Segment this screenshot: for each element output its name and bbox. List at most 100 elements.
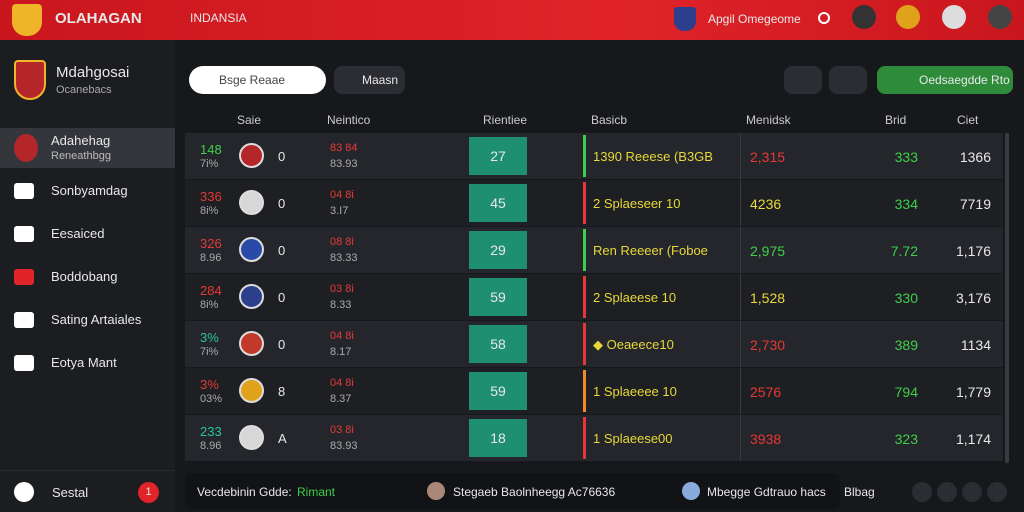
stat-c: 03 8i (330, 424, 354, 436)
nav-item[interactable]: Boddobang (0, 257, 175, 297)
letter: 0 (278, 196, 286, 211)
total: 3,176 (955, 290, 991, 306)
icon-button[interactable] (937, 482, 957, 502)
score: 18 (469, 419, 527, 457)
news-item[interactable]: Mbegge Gdtrauo hacs (707, 485, 826, 499)
stat-b: 8i% (200, 299, 219, 311)
pct: 7.72 (890, 243, 918, 259)
column-header[interactable]: Neintico (327, 113, 371, 127)
description: Ren Reeeer (Foboe (593, 243, 708, 258)
column-header[interactable]: Menidsk (746, 113, 791, 127)
bottom-label[interactable]: Blbag (844, 485, 875, 499)
stat-c: 04 8i (330, 189, 354, 201)
status-bar (583, 135, 586, 177)
avatar[interactable] (942, 5, 966, 29)
divider (740, 274, 741, 320)
crest (239, 284, 264, 309)
nav-label: Eesaiced (51, 226, 105, 241)
nav-item[interactable]: Sonbyamdag (0, 171, 175, 211)
table-row[interactable]: 326 8.96 0 08 8i 83.33 29 Ren Reeeer (Foboe 2,9… (185, 227, 1003, 273)
total: 1,779 (955, 384, 991, 400)
news-item[interactable]: Stegaeb Baolnheegg Ac76636 (453, 485, 616, 499)
score: 29 (469, 231, 527, 269)
nav-icon (14, 226, 34, 242)
stat-d: 8.33 (330, 299, 352, 311)
score: 27 (469, 137, 527, 175)
pct: 330 (894, 290, 918, 306)
nav-item[interactable]: Adahehag Reneathbgg (0, 128, 175, 168)
table-row[interactable]: 3% 7i% 0 04 8i 8.17 58 ◆ Oeaeece10 2,730 389 1134 (185, 321, 1003, 367)
status-value: Rimant (297, 485, 336, 499)
stat-a: 284 (200, 283, 222, 298)
icon-button[interactable] (987, 482, 1007, 502)
table-row[interactable]: 233 8.96 A 03 8i 83.93 18 1 Splaeese00 3938 323 1… (185, 415, 1003, 461)
crest-icon (674, 7, 696, 31)
crest (239, 143, 264, 168)
stat-a: 148 (200, 142, 222, 157)
nav-item[interactable]: Eesaiced (0, 214, 175, 254)
club-sub: Ocanebacs (56, 84, 112, 96)
settings-icon[interactable] (818, 12, 830, 24)
bottom-bar: Vecdebinin Gdde: Rimant Stegaeb Baolnhee… (185, 473, 840, 509)
stat-a: 336 (200, 189, 222, 204)
total: 1,176 (955, 243, 991, 259)
avatar[interactable] (852, 5, 876, 29)
crest (239, 425, 264, 450)
region[interactable]: INDANSIA (190, 11, 247, 25)
score: 59 (469, 372, 527, 410)
value: 2,730 (750, 337, 786, 353)
stat-a: 326 (200, 236, 222, 251)
nav-item[interactable]: Sating Artaiales (0, 300, 175, 340)
footer-icon (14, 482, 34, 502)
status-bar (583, 370, 586, 412)
letter: A (278, 431, 287, 446)
table: Saie Neintico Rientiee Basicb Menidsk Brid Cie… (185, 108, 1015, 468)
avatar[interactable] (896, 5, 920, 29)
nav-icon (14, 355, 34, 371)
icon-button[interactable] (784, 66, 822, 94)
divider (740, 415, 741, 461)
crest (239, 378, 264, 403)
description: 1 Splaeeee 10 (593, 384, 677, 399)
divider (740, 321, 741, 367)
club-crest (14, 60, 46, 100)
footer-label[interactable]: Sestal (52, 485, 89, 500)
action-button[interactable]: Oedsaegdde Rto (877, 66, 1013, 94)
filter-button[interactable]: Maasn (334, 66, 405, 94)
icon-button[interactable] (829, 66, 867, 94)
status-bar (583, 229, 586, 271)
column-header[interactable]: Ciet (957, 113, 979, 127)
letter: 0 (278, 149, 286, 164)
pct: 334 (894, 196, 918, 212)
status-bar (583, 276, 586, 318)
stat-c: 83 84 (330, 142, 358, 154)
stat-a: 3% (200, 330, 219, 345)
column-header[interactable]: Basicb (591, 113, 628, 127)
column-header[interactable]: Brid (885, 113, 907, 127)
nav-item[interactable]: Eotya Mant (0, 343, 175, 383)
table-row[interactable]: 284 8i% 0 03 8i 8.33 59 2 Splaeese 10 1,528 330 3… (185, 274, 1003, 320)
search-box[interactable]: Bsge Reaae (189, 66, 326, 94)
total: 1,174 (955, 431, 991, 447)
stat-d: 8.37 (330, 393, 352, 405)
pct: 323 (894, 431, 918, 447)
table-row[interactable]: 3% 03% 8 04 8i 8.37 59 1 Splaeeee 10 2576 794 1,7… (185, 368, 1003, 414)
description: 1390 Reeese (B3GB (593, 149, 713, 164)
table-row[interactable]: 148 7i% 0 83 84 83.93 27 1390 Reeese (B3GB 2,31… (185, 133, 1003, 179)
stat-d: 83.93 (330, 158, 358, 170)
logo (12, 4, 42, 36)
column-header[interactable]: Rientiee (483, 113, 528, 127)
avatar[interactable] (988, 5, 1012, 29)
icon-button[interactable] (962, 482, 982, 502)
letter: 0 (278, 290, 286, 305)
status-bar (583, 323, 586, 365)
icon-button[interactable] (912, 482, 932, 502)
table-row[interactable]: 336 8i% 0 04 8i 3.I7 45 2 Splaeseer 10 4236 334 7… (185, 180, 1003, 226)
avatar (427, 482, 445, 500)
divider (740, 133, 741, 179)
status-bar (583, 182, 586, 224)
column-header[interactable]: Saie (237, 113, 262, 127)
description: 1 Splaeese00 (593, 431, 673, 446)
stat-d: 83.93 (330, 440, 358, 452)
user-name[interactable]: Apgil Omegeome (708, 12, 801, 26)
